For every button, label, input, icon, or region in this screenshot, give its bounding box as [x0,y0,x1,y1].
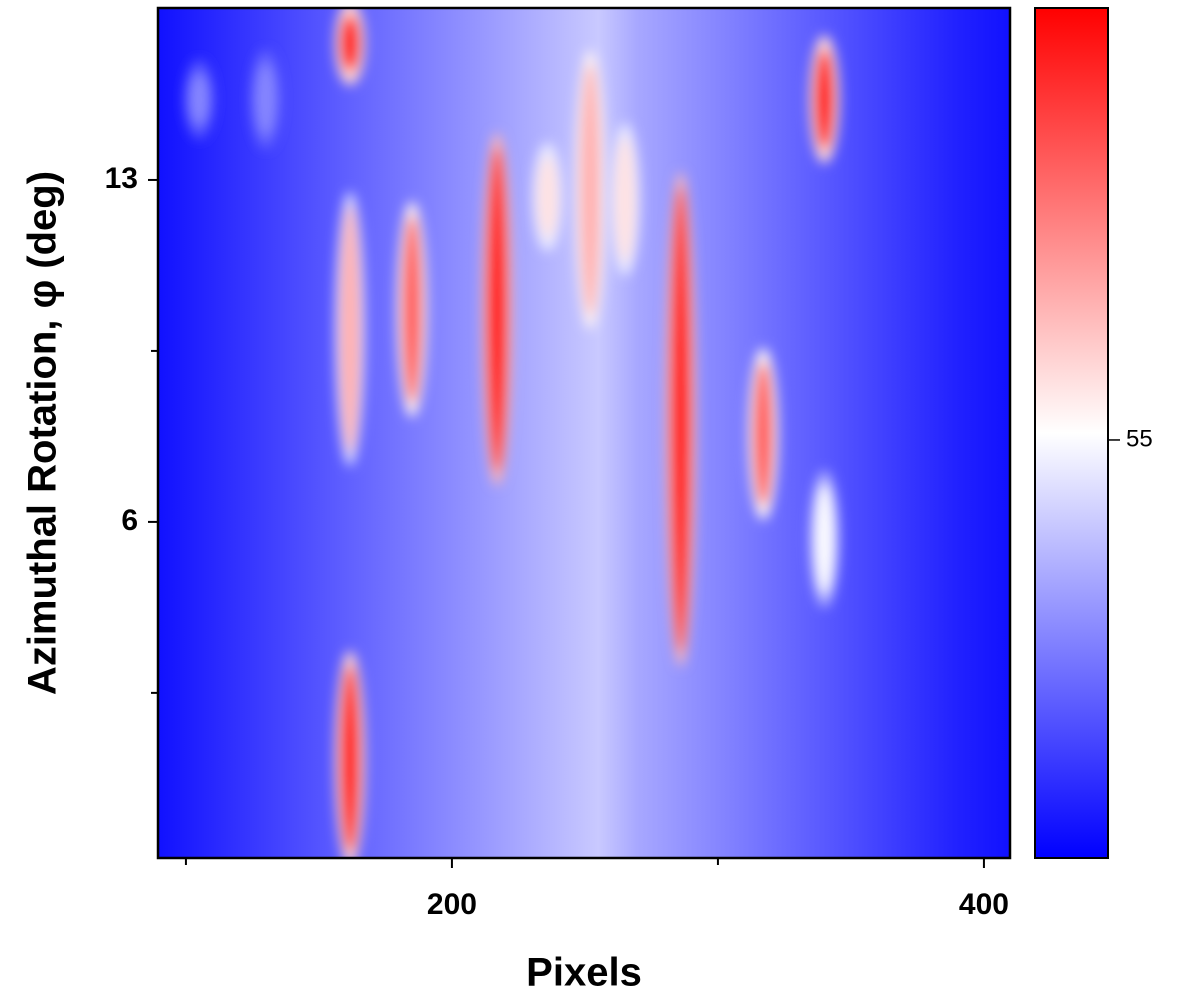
streak [809,35,840,164]
streak [397,201,428,418]
streak [609,123,640,276]
streak-core [255,63,276,135]
streak-core [537,156,558,238]
y-axis-title: Azimuthal Rotation, φ (deg) [21,171,65,695]
x-tick-label: 200 [427,888,477,921]
streak [184,59,215,140]
streak [335,191,366,467]
streak-core [614,137,635,262]
streak-core [340,14,361,72]
streak [748,347,779,521]
streak-core [814,483,835,595]
x-tick-label: 400 [959,888,1009,921]
streak-core [753,361,774,507]
streak-core [189,73,210,126]
streak [335,650,366,858]
streak [809,469,840,609]
x-axis-title: Pixels [526,951,642,995]
streak [335,8,366,86]
heatmap [158,8,1010,858]
plot-frame [156,6,1012,860]
streak-core [814,49,835,150]
streak [532,142,563,252]
streak-core [340,205,361,453]
colorbar [1034,7,1109,859]
streak [482,132,513,486]
streak-core [340,664,361,853]
y-tick-label: 13 [105,162,138,195]
y-tick-label: 6 [121,504,138,537]
streak [250,49,281,149]
streak-core [402,215,423,404]
streak-core [487,146,508,472]
streak [575,49,606,330]
streak [665,171,696,667]
streak-core [670,185,691,653]
colorbar-tick-label: 55 [1126,425,1153,452]
streak-core [580,63,601,316]
